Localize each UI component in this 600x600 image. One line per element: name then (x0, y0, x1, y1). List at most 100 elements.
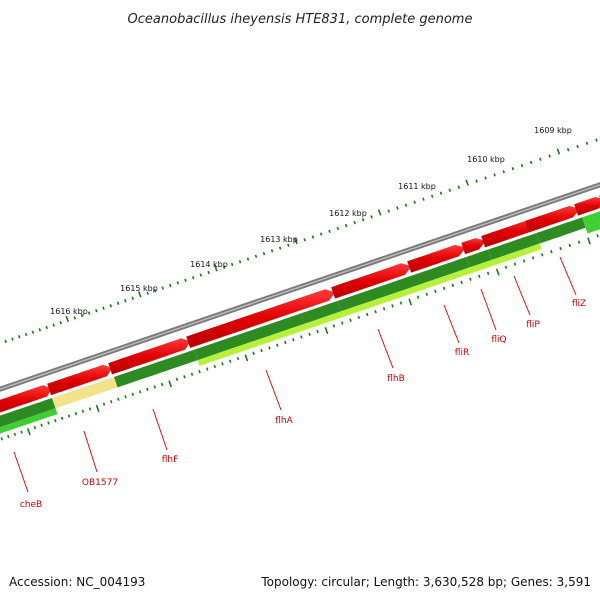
ruler-tick-14 (59, 321, 62, 325)
forward-cds-5 (331, 263, 412, 299)
gene-leader-fliQ (480, 288, 497, 331)
ruler-tick-35 (214, 265, 218, 272)
inner-tick-49 (357, 315, 361, 320)
gene-label-fliR: fliR (455, 348, 469, 358)
ruler-tick-50 (336, 226, 340, 231)
inner-tick-12 (74, 411, 78, 416)
inner-tick-27 (183, 375, 186, 379)
inner-tick-57 (425, 292, 428, 296)
ruler-tick-19 (95, 308, 98, 313)
ruler-tick-57 (396, 206, 399, 210)
inner-tick-30 (205, 367, 209, 371)
inner-tick-41 (292, 338, 295, 342)
ruler-tick-28 (161, 286, 164, 290)
lower-block-4 (491, 243, 542, 266)
ruler-tick-12 (45, 325, 48, 330)
inner-tick-68 (522, 259, 526, 263)
ruler-tick-20 (102, 306, 105, 310)
inner-tick-24 (160, 382, 164, 387)
ruler-tick-54 (370, 215, 373, 219)
gene-leader-flhF (152, 408, 168, 451)
inner-tick-48 (349, 318, 352, 322)
inner-tick-66 (504, 265, 508, 269)
inner-tick-28 (190, 372, 194, 376)
gene-label-OB1577: OB1577 (82, 478, 118, 488)
ruler-tick-68 (493, 173, 496, 177)
gene-label-cheB: cheB (20, 500, 42, 510)
ruler-tick-15 (65, 315, 69, 323)
inner-tick-52 (382, 307, 386, 311)
inner-tick-4 (20, 430, 23, 434)
ruler-tick-58 (404, 203, 408, 207)
ruler-tick-63 (448, 188, 452, 192)
inner-tick-53 (391, 304, 394, 308)
ruler-tick-53 (361, 218, 365, 222)
ruler-tick-75 (556, 148, 561, 155)
ruler-tick-48 (319, 232, 323, 236)
inner-tick-72 (559, 246, 562, 251)
inner-tick-65 (495, 268, 500, 276)
inner-tick-15 (95, 404, 100, 412)
inner-tick-34 (236, 356, 240, 361)
ruler-tick-37 (230, 262, 234, 267)
lower-block-1 (0, 408, 58, 434)
gene-label-fliP: fliP (526, 320, 540, 330)
accession-text: Accession: NC_004193 (9, 575, 146, 589)
genome-backbone (0, 182, 600, 392)
inner-tick-16 (102, 402, 106, 406)
inner-tick-13 (81, 409, 85, 413)
ruler-tick-9 (24, 332, 28, 337)
inner-tick-50 (365, 312, 369, 317)
gene-label-flhF: flhF (162, 455, 179, 465)
inner-tick-38 (268, 346, 271, 350)
ruler-tick-79 (595, 138, 598, 142)
inner-tick-56 (416, 295, 420, 299)
ruler-labels: 1609 kbp 1610 kbp 1611 kbp 1612 kbp 1613… (50, 126, 572, 316)
inner-tick-42 (300, 335, 303, 339)
inner-tick-20 (131, 392, 135, 397)
ruler-label-1610: 1610 kbp (467, 155, 505, 164)
inner-tick-67 (513, 262, 517, 266)
forward-cds-4 (186, 289, 336, 348)
ruler-tick-30 (176, 281, 180, 285)
ruler-tick-25 (138, 291, 142, 298)
map-title: Oceanobacillus iheyensis HTE831, complet… (128, 12, 473, 27)
inner-tick-74 (577, 240, 581, 244)
ruler-tick-13 (52, 323, 55, 327)
ruler-tick-61 (430, 194, 434, 198)
inner-tick-62 (469, 277, 472, 281)
ruler-label-1609: 1609 kbp (534, 126, 572, 135)
inner-tick-47 (341, 321, 344, 325)
ruler-tick-22 (116, 301, 120, 305)
ruler-tick-67 (484, 176, 487, 180)
ruler-tick-44 (287, 243, 290, 247)
inner-tick-17 (109, 400, 113, 404)
ruler-tick-70 (511, 167, 515, 171)
ruler-tick-38 (238, 260, 242, 264)
ruler-tick-33 (199, 273, 203, 277)
inner-tick-51 (374, 310, 377, 314)
ruler-tick-41 (262, 251, 266, 256)
inner-tick-76 (596, 234, 599, 238)
gene-label-flhA: flhA (275, 416, 293, 426)
ruler-tick-69 (502, 170, 505, 174)
inner-tick-9 (54, 418, 57, 423)
gene-leader-fliP (513, 275, 531, 316)
forward-cds-9 (525, 205, 581, 233)
inner-tick-32 (221, 362, 224, 366)
ruler-tick-31 (184, 278, 187, 282)
inner-tick-35 (244, 354, 249, 362)
forward-cds-3 (108, 338, 191, 375)
inner-tick-64 (486, 271, 490, 275)
inner-tick-8 (47, 421, 50, 425)
inner-tick-33 (228, 359, 232, 363)
gene-leader-fliZ (559, 256, 577, 296)
cog-block-1 (0, 398, 56, 428)
ruler-tick-39 (246, 257, 250, 261)
cog-lane (0, 211, 600, 428)
ruler-tick-26 (146, 291, 149, 295)
ruler-tick-59 (413, 200, 416, 204)
cog-block-5 (338, 257, 470, 312)
ruler-tick-7 (11, 337, 14, 341)
